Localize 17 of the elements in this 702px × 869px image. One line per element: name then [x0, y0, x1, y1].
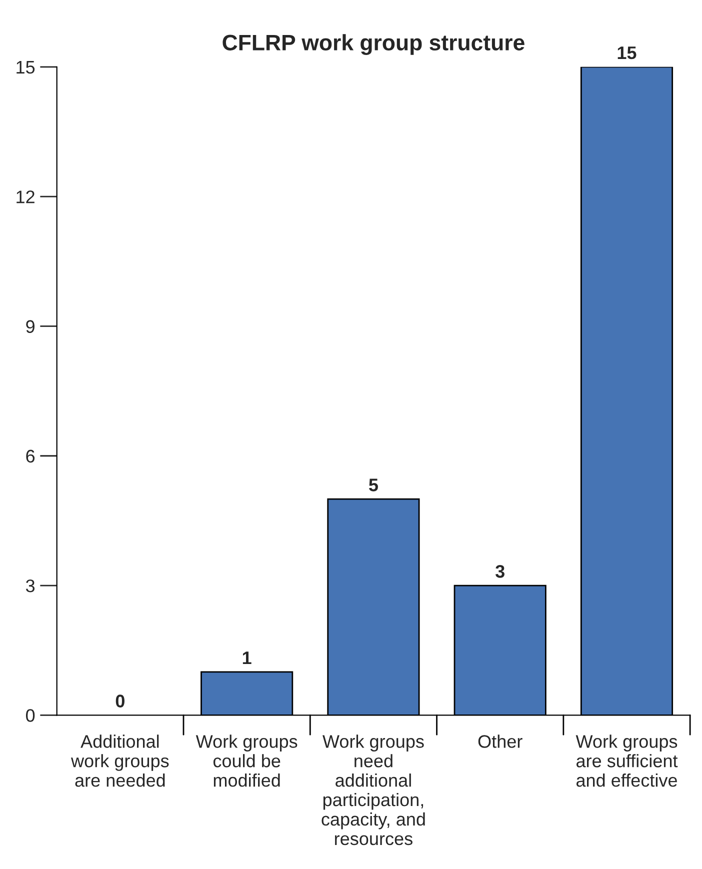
y-tick-label: 9: [26, 320, 34, 333]
x-tick-label: Work groups could be modified: [196, 734, 298, 787]
chart-title: CFLRP work group structure: [222, 34, 524, 55]
y-tick-label: 3: [26, 579, 35, 592]
y-tick-label: 0: [26, 709, 35, 722]
y-tick-label: 15: [16, 61, 35, 74]
y-tick-label: 12: [16, 190, 34, 204]
data-label: 15: [618, 46, 636, 60]
data-label: 5: [369, 478, 378, 492]
x-tick-label: Work groups need additional participation, capacity, and resources: [322, 734, 425, 846]
x-tick-label: Work groups are sufficient and effective: [576, 734, 678, 787]
y-tick-label: 6: [26, 450, 35, 463]
data-label: 3: [496, 565, 504, 578]
x-tick-label: Additional work groups are needed: [70, 734, 169, 787]
data-label: 0: [116, 694, 124, 708]
x-tick-label: Other: [478, 734, 522, 748]
data-label: 1: [242, 652, 252, 664]
